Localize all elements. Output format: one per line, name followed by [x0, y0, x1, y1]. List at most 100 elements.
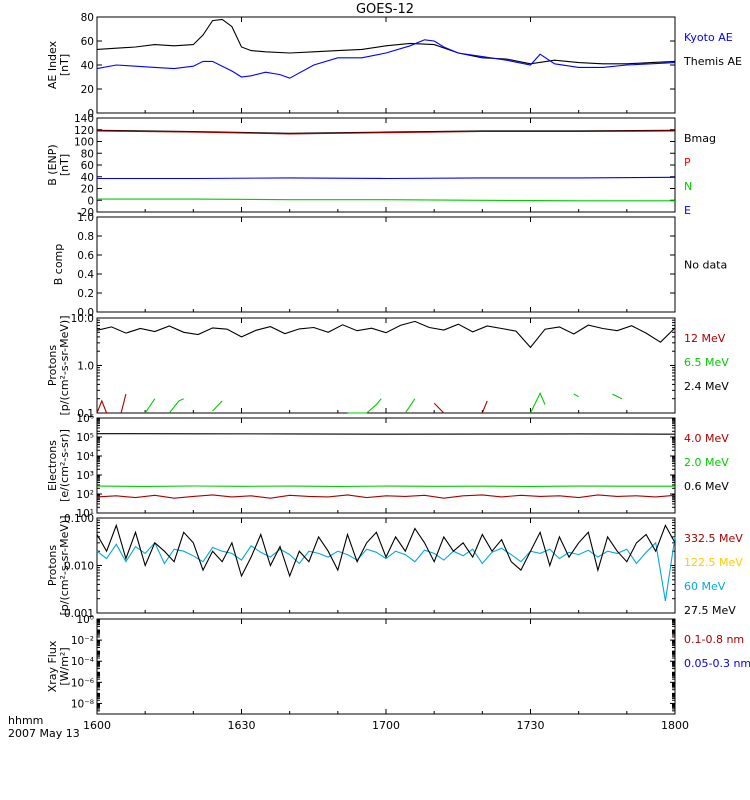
y-tick-label: 10⁵	[76, 432, 94, 444]
y-tick-label: 1.0	[77, 212, 94, 224]
panel-electrons: 10¹ 10² 10³ 10⁴ 10⁵ 10⁶ Electrons [e/(cm²-s-sr)…	[46, 413, 729, 520]
y-tick-label: 0.6	[77, 250, 94, 262]
y-tick-label: 100	[74, 137, 94, 149]
panel-frame	[96, 417, 676, 514]
series-line	[612, 393, 623, 400]
legend-entry: 122.5 MeV	[684, 556, 743, 569]
date-label: 2007 May 13	[8, 727, 80, 740]
y-axis-label: Protons	[46, 345, 59, 386]
series-line	[96, 320, 676, 349]
y-axis-label: [p/(cm²-s-sr-MeV)]	[58, 516, 71, 616]
y-tick-label: 40	[81, 172, 94, 184]
y-tick-label: 0.1	[77, 408, 94, 420]
y-axis-label: AE Index	[46, 40, 59, 89]
legend-entry: 6.5 MeV	[684, 356, 729, 369]
x-tick-label: 1630	[228, 719, 256, 732]
panel-xray-flux: 10⁻⁸ 10⁻⁶ 10⁻⁴ 10⁻² 10⁰ Xray Flux [W/m²] 0.1-0.…	[46, 614, 750, 715]
y-tick-label: 0	[87, 195, 94, 207]
panel-frame	[96, 16, 676, 114]
y-tick-label: 1.0	[77, 361, 94, 373]
y-tick-label: 10⁻⁸	[71, 698, 94, 710]
y-tick-label: -20	[77, 207, 94, 219]
series-line	[96, 523, 676, 578]
legend-entry: 0.6 MeV	[684, 480, 729, 493]
y-tick-label: 140	[74, 113, 94, 125]
y-axis-label: Protons	[46, 545, 59, 586]
y-tick-label: 10⁻²	[71, 635, 94, 647]
y-tick-label: 20	[81, 184, 94, 196]
series-line	[97, 176, 676, 180]
series-line	[97, 198, 675, 202]
y-tick-label: 60	[81, 160, 94, 172]
legend-entry: 4.0 MeV	[684, 432, 729, 445]
y-tick-label: 0.010	[64, 561, 94, 573]
y-axis-label: [nT]	[58, 54, 71, 76]
series-line	[347, 398, 382, 414]
y-tick-label: 0.2	[77, 288, 94, 300]
legend-entry: Kyoto AE	[684, 31, 733, 44]
y-axis-label: [W/m²]	[58, 647, 71, 685]
y-axis-label: [nT]	[58, 154, 71, 176]
legend-entry: 0.1-0.8 nm	[684, 633, 744, 646]
legend-entry: 27.5 MeV	[684, 604, 736, 617]
y-tick-label: 0	[87, 108, 94, 120]
y-tick-label: 0.001	[64, 608, 94, 620]
panel-frame	[96, 618, 676, 715]
series-line	[96, 129, 676, 134]
y-tick-label: 10⁰	[76, 614, 94, 626]
plot-title: GOES-12	[356, 2, 414, 17]
y-tick-label: 10⁶	[76, 413, 94, 425]
series-line	[120, 393, 127, 414]
y-tick-label: 0.4	[77, 269, 94, 281]
series-line	[404, 398, 416, 414]
x-tick-label: 1600	[83, 719, 111, 732]
y-tick-label: 10.0	[71, 313, 94, 325]
y-tick-label: 80	[81, 148, 94, 160]
x-tick-label: 1800	[661, 719, 689, 732]
y-axis-label: [e/(cm²-s-sr)]	[58, 429, 71, 502]
y-tick-label: 10⁻⁶	[71, 677, 94, 689]
panel-protons-high: 0.001 0.010 0.100 Protons [p/(cm²-s-sr-MeV)]…	[46, 513, 743, 620]
time-unit-label: hhmm	[8, 714, 43, 727]
legend-entry: P	[684, 156, 691, 169]
legend-entry: 332.5 MeV	[684, 532, 743, 545]
legend-entry: No data	[684, 259, 727, 272]
series-line	[481, 400, 488, 414]
y-tick-label: 10²	[76, 489, 94, 501]
panel-frame	[96, 216, 676, 313]
y-axis-label: B comp	[52, 244, 65, 286]
time-axis: 1600 1630 1700 1730 1800	[83, 719, 689, 732]
y-axis-label: Xray Flux	[46, 640, 59, 692]
legend-entry: 2.0 MeV	[684, 456, 729, 469]
y-tick-label: 0.0	[77, 307, 94, 319]
series-line	[96, 130, 676, 135]
legend-entry: 0.05-0.3 nm	[684, 657, 750, 670]
y-axis-label: B (ENP)	[46, 144, 59, 185]
series-line	[96, 433, 676, 435]
series-line	[212, 400, 223, 412]
y-tick-label: 120	[74, 125, 94, 137]
series-line	[96, 536, 676, 601]
y-tick-label: 10¹	[76, 508, 94, 520]
legend-entry: Themis AE	[683, 55, 742, 68]
y-tick-label: 10³	[76, 470, 94, 482]
panel-protons-low: 0.1 1.0 10.0 Protons [p/(cm²-s-sr-MeV)] 12 Me…	[46, 313, 729, 420]
legend-entry: 2.4 MeV	[684, 380, 729, 393]
legend-entry: 12 MeV	[684, 332, 726, 345]
y-tick-label: 0.8	[77, 231, 94, 243]
panel-b-comp: 0.0 0.2 0.4 0.6 0.8 1.0 B comp No data	[52, 212, 727, 319]
legend-entry: N	[684, 180, 692, 193]
legend-entry: Bmag	[684, 132, 716, 145]
series-line	[573, 393, 579, 398]
series-line	[168, 398, 184, 414]
y-tick-label: 20	[81, 84, 94, 96]
series-line	[96, 494, 676, 499]
y-tick-label: 80	[81, 12, 94, 24]
series-line	[530, 391, 546, 414]
legend-entry: 60 MeV	[684, 580, 726, 593]
y-tick-label: 10⁻⁴	[71, 656, 94, 668]
y-tick-label: 40	[81, 60, 94, 72]
